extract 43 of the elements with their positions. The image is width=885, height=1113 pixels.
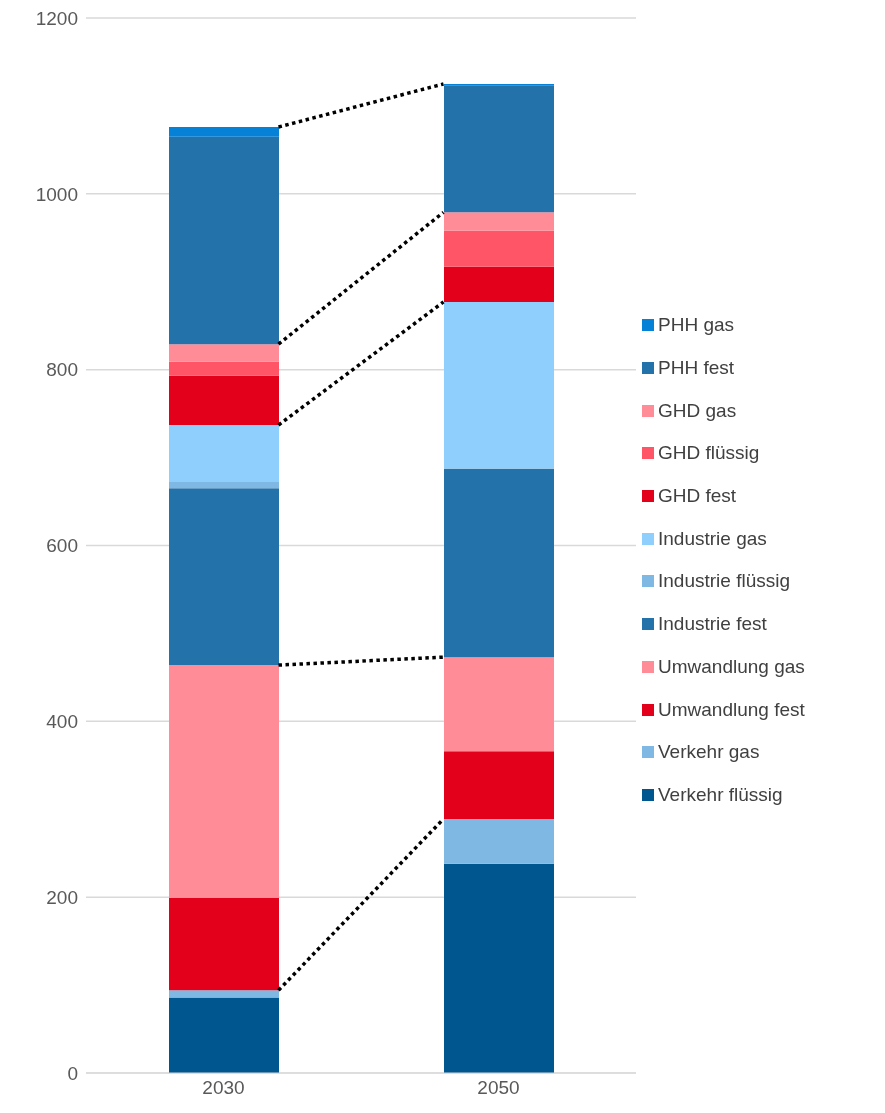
legend-label: GHD gas <box>658 399 737 422</box>
x-tick-label: 2030 <box>202 1077 245 1099</box>
bar <box>444 818 554 864</box>
y-tick-label: 1200 <box>35 7 78 29</box>
y-tick-label: 600 <box>46 535 78 557</box>
x-tick-label: 2050 <box>477 1077 520 1099</box>
bar <box>169 997 279 1073</box>
bar <box>169 425 279 482</box>
bar <box>444 301 554 469</box>
bar <box>444 85 554 213</box>
bar <box>169 361 279 376</box>
legend-label: Industrie fest <box>658 613 767 636</box>
legend-label: Umwandlung gas <box>658 655 805 678</box>
legend-label: Industrie gas <box>658 527 767 550</box>
legend-label: Verkehr gas <box>658 741 760 764</box>
legend-label: Industrie flüssig <box>658 570 791 593</box>
bar <box>444 230 554 267</box>
legend-label: GHD flüssig <box>658 442 760 465</box>
bar <box>169 344 279 362</box>
y-tick-label: 0 <box>67 1062 78 1084</box>
legend-label: GHD fest <box>658 485 737 508</box>
bar <box>169 127 279 137</box>
bar <box>169 898 279 991</box>
bar <box>444 751 554 819</box>
bar <box>169 375 279 426</box>
y-tick-label: 800 <box>46 359 78 381</box>
legend-label: Verkehr flüssig <box>658 783 783 806</box>
bar <box>444 863 554 1073</box>
bar <box>169 481 279 489</box>
bar <box>444 212 554 231</box>
y-tick-label: 1000 <box>35 183 78 205</box>
bar <box>169 990 279 998</box>
bar <box>169 665 279 899</box>
bar <box>169 488 279 666</box>
bar <box>169 136 279 345</box>
y-tick-label: 400 <box>46 711 78 733</box>
legend-label: PHH fest <box>658 357 735 380</box>
bar <box>444 469 554 658</box>
legend-label: Umwandlung fest <box>658 698 805 721</box>
bar <box>444 266 554 302</box>
y-tick-label: 200 <box>46 886 78 908</box>
bar <box>444 657 554 752</box>
legend-label: PHH gas <box>658 314 735 337</box>
